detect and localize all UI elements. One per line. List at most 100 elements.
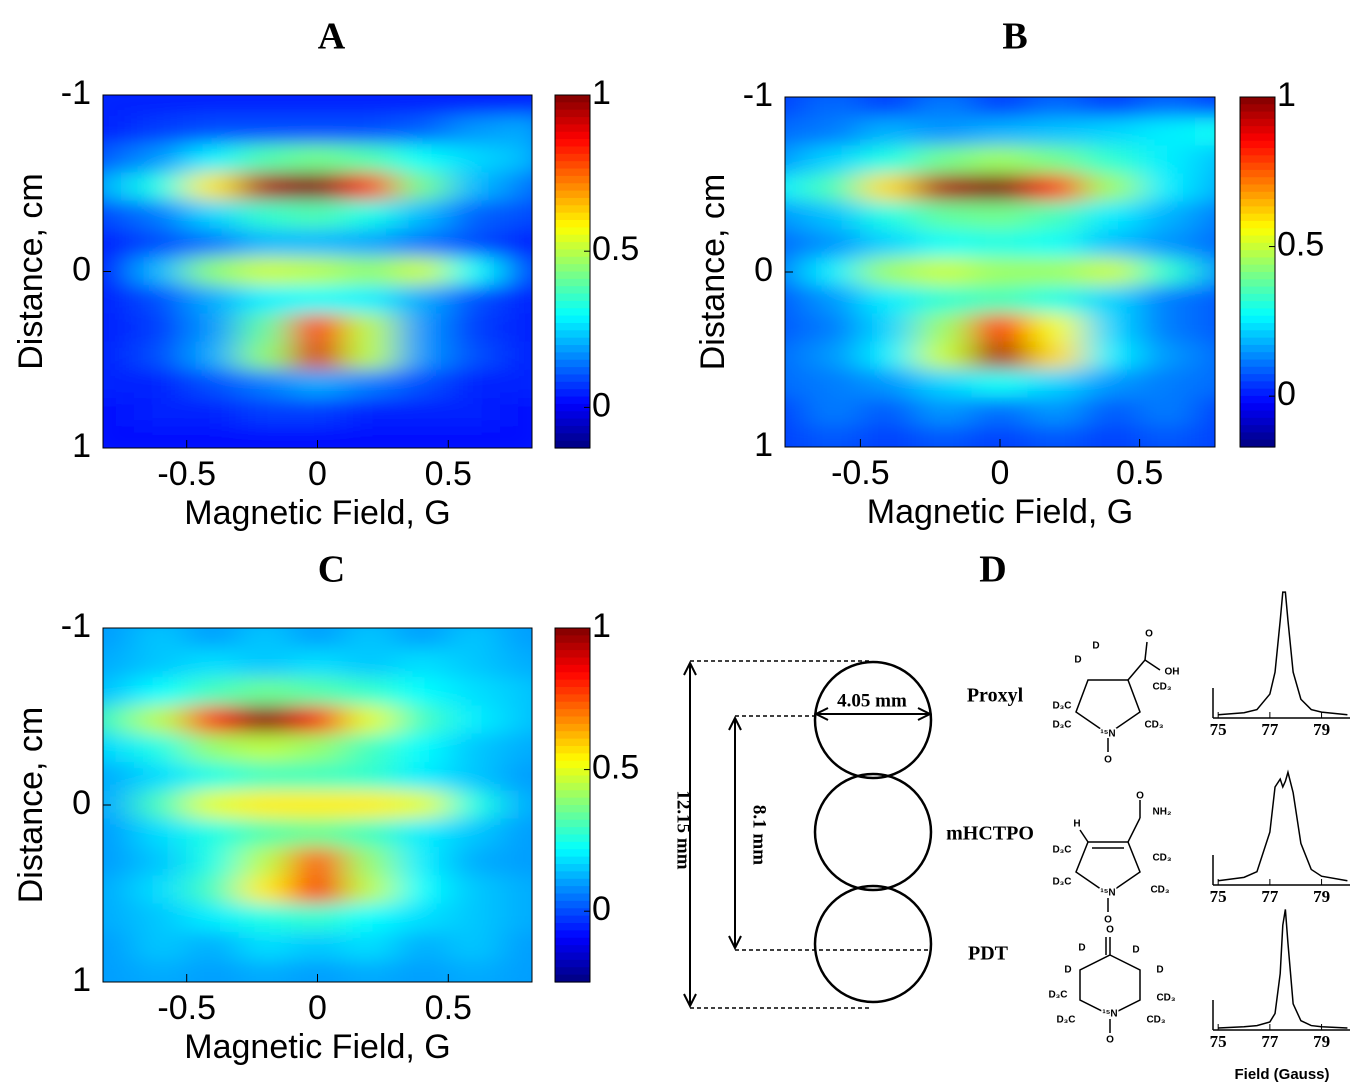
- cell: [395, 200, 448, 229]
- cell: [860, 146, 917, 175]
- atom-label: ¹⁵N: [1100, 729, 1115, 740]
- x-tick-label: -0.5: [831, 454, 890, 492]
- colorbar-step: [555, 397, 590, 405]
- cell: [860, 258, 917, 287]
- cell: [291, 734, 344, 763]
- cell: [1027, 426, 1084, 455]
- colorbar-step: [555, 938, 590, 946]
- cell: [239, 285, 292, 314]
- cell: [134, 398, 187, 427]
- cell: [82, 734, 135, 763]
- colorbar-step: [555, 658, 590, 666]
- cell: [186, 734, 239, 763]
- colorbar-step: [1240, 279, 1275, 287]
- colorbar-step: [555, 110, 590, 118]
- cell: [186, 370, 239, 399]
- x-tick-label: 75: [1210, 1032, 1227, 1051]
- colorbar-step: [555, 338, 590, 346]
- colorbar-step: [555, 680, 590, 688]
- cell: [804, 314, 861, 343]
- cell: [291, 677, 344, 706]
- x-tick-label: 79: [1313, 887, 1330, 906]
- cell: [343, 705, 396, 734]
- cell: [500, 904, 553, 933]
- colorbar-step: [555, 967, 590, 975]
- atom-label: O: [1104, 755, 1112, 766]
- colorbar-step: [555, 330, 590, 338]
- cell: [395, 87, 448, 116]
- colorbar-step: [1240, 381, 1275, 389]
- colorbar-step: [555, 382, 590, 390]
- cell: [395, 313, 448, 342]
- x-tick-label: 0.5: [1116, 454, 1163, 492]
- cell: [239, 790, 292, 819]
- colorbar-step: [555, 419, 590, 427]
- colorbar-step: [555, 953, 590, 961]
- colorbar-step: [1240, 301, 1275, 309]
- molecule-name: Proxyl: [967, 685, 1024, 707]
- dim-label: 4.05 mm: [837, 690, 907, 711]
- cell: [186, 398, 239, 427]
- colorbar-tick-label: 0: [592, 386, 611, 424]
- colorbar-step: [555, 426, 590, 434]
- atom-label: D₃C: [1052, 877, 1071, 888]
- cell: [916, 90, 973, 119]
- cell: [343, 649, 396, 678]
- cell: [916, 174, 973, 203]
- colorbar-step: [555, 235, 590, 243]
- cell: [82, 932, 135, 961]
- cell: [1139, 286, 1196, 315]
- cell: [860, 426, 917, 455]
- colorbar-tick-label: 1: [1277, 76, 1296, 114]
- colorbar-step: [555, 345, 590, 353]
- colorbar-step: [555, 227, 590, 235]
- colorbar-step: [555, 220, 590, 228]
- cell: [1027, 258, 1084, 287]
- cell: [186, 229, 239, 258]
- cell: [500, 932, 553, 961]
- colorbar-step: [1240, 155, 1275, 163]
- cell: [1027, 314, 1084, 343]
- colorbar-step: [555, 790, 590, 798]
- colorbar-step: [555, 441, 590, 449]
- cell: [1139, 118, 1196, 147]
- colorbar-step: [1240, 352, 1275, 360]
- cell: [1027, 342, 1084, 371]
- cell: [1083, 90, 1140, 119]
- cell: [448, 904, 501, 933]
- cell: [82, 819, 135, 848]
- colorbar-step: [555, 635, 590, 643]
- cell: [343, 200, 396, 229]
- cell: [448, 172, 501, 201]
- cell: [291, 790, 344, 819]
- colorbar-step: [555, 746, 590, 754]
- cell: [448, 144, 501, 173]
- cell: [134, 762, 187, 791]
- cell: [239, 370, 292, 399]
- atom-label: D₃C: [1056, 1015, 1075, 1026]
- cell: [134, 313, 187, 342]
- cell: [448, 960, 501, 989]
- cell: [916, 426, 973, 455]
- y-axis-label: Distance, cm: [12, 707, 50, 904]
- colorbar-tick-label: 0.5: [1277, 226, 1324, 264]
- colorbar-step: [555, 433, 590, 441]
- cell: [916, 370, 973, 399]
- colorbar-step: [555, 798, 590, 806]
- colorbar-step: [555, 323, 590, 331]
- y-axis-label: Distance, cm: [694, 174, 732, 371]
- cell: [291, 819, 344, 848]
- colorbar-step: [555, 672, 590, 680]
- cell: [291, 398, 344, 427]
- cell: [804, 370, 861, 399]
- colorbar-step: [555, 886, 590, 894]
- colorbar-step: [555, 249, 590, 257]
- figure: D 4.05 mm 8.1 mm 12.15 mm A-0.500.5-101M…: [0, 0, 1353, 1085]
- cell: [239, 677, 292, 706]
- colorbar-tick-label: 1: [592, 74, 611, 112]
- cell: [186, 705, 239, 734]
- cell: [186, 847, 239, 876]
- cell: [804, 118, 861, 147]
- atom-label: D: [1132, 945, 1139, 956]
- colorbar-step: [555, 945, 590, 953]
